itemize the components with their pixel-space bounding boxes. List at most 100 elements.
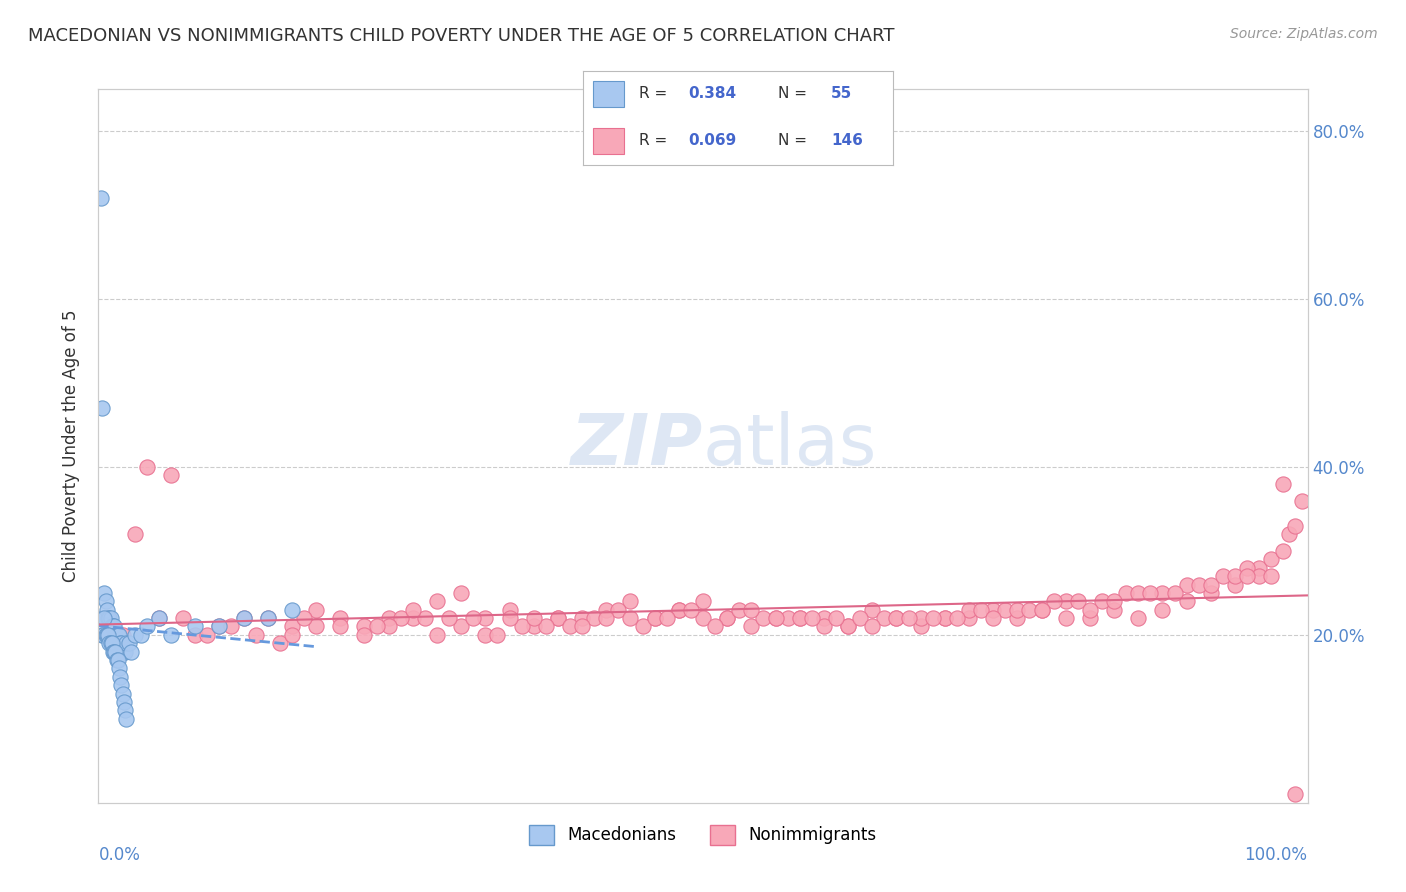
Point xyxy=(115,712,138,726)
Point xyxy=(1091,594,1114,608)
Point xyxy=(1272,476,1295,491)
Point xyxy=(108,661,131,675)
Point xyxy=(1042,594,1064,608)
Point xyxy=(1139,586,1161,600)
Point xyxy=(172,611,194,625)
Point xyxy=(108,636,131,650)
Point xyxy=(118,636,141,650)
Point xyxy=(98,636,121,650)
Point xyxy=(981,611,1004,625)
Point xyxy=(114,645,136,659)
Text: 0.069: 0.069 xyxy=(689,133,737,148)
Point xyxy=(101,619,124,633)
Point xyxy=(93,586,115,600)
Point xyxy=(114,703,136,717)
Point xyxy=(1236,569,1258,583)
Point xyxy=(100,619,122,633)
Point xyxy=(752,611,775,625)
Point xyxy=(837,619,859,633)
Point xyxy=(256,611,278,625)
Point xyxy=(329,619,352,633)
Point xyxy=(957,603,980,617)
Bar xyxy=(593,128,624,153)
Point xyxy=(111,687,134,701)
Point xyxy=(921,611,943,625)
Point xyxy=(740,603,762,617)
Point xyxy=(111,628,134,642)
Point xyxy=(607,603,630,617)
Point xyxy=(1128,586,1150,600)
Point xyxy=(860,603,883,617)
Point xyxy=(281,603,304,617)
Point xyxy=(413,611,436,625)
Point xyxy=(946,611,969,625)
Y-axis label: Child Poverty Under the Age of 5: Child Poverty Under the Age of 5 xyxy=(62,310,80,582)
Point xyxy=(426,594,449,608)
Point xyxy=(105,653,128,667)
Point xyxy=(98,611,121,625)
Point xyxy=(813,619,835,633)
Point xyxy=(644,611,666,625)
Point xyxy=(619,594,641,608)
Point xyxy=(668,603,690,617)
Point xyxy=(1291,493,1313,508)
Point xyxy=(716,611,738,625)
Point xyxy=(934,611,956,625)
Point xyxy=(1188,577,1211,591)
Point xyxy=(1018,603,1040,617)
Point xyxy=(269,636,291,650)
Point xyxy=(668,603,690,617)
Point xyxy=(655,611,678,625)
Point xyxy=(94,594,117,608)
Text: R =: R = xyxy=(640,133,672,148)
Point xyxy=(281,619,304,633)
Point xyxy=(1102,594,1125,608)
Point xyxy=(789,611,811,625)
Point xyxy=(510,619,533,633)
Point xyxy=(1115,586,1137,600)
Point xyxy=(305,619,328,633)
Point xyxy=(886,611,908,625)
Point xyxy=(256,611,278,625)
Point xyxy=(450,619,472,633)
Point xyxy=(148,611,170,625)
Point xyxy=(91,611,114,625)
Point xyxy=(97,611,120,625)
Point xyxy=(221,619,243,633)
Point xyxy=(184,628,207,642)
Point xyxy=(124,628,146,642)
Point xyxy=(1260,552,1282,566)
Point xyxy=(1078,611,1101,625)
Point xyxy=(910,611,932,625)
Point xyxy=(292,611,315,625)
Text: Source: ZipAtlas.com: Source: ZipAtlas.com xyxy=(1230,27,1378,41)
Point xyxy=(91,401,114,416)
Point xyxy=(523,619,546,633)
Point xyxy=(90,191,112,205)
Point xyxy=(765,611,787,625)
Point xyxy=(329,611,352,625)
Point xyxy=(547,611,569,625)
Text: N =: N = xyxy=(779,87,813,102)
Point xyxy=(1212,569,1234,583)
Text: atlas: atlas xyxy=(703,411,877,481)
Point xyxy=(704,619,727,633)
Point xyxy=(1278,527,1301,541)
Point xyxy=(100,636,122,650)
Point xyxy=(910,619,932,633)
Point xyxy=(96,628,118,642)
Point xyxy=(135,460,157,475)
Text: ZIP: ZIP xyxy=(571,411,703,481)
Point xyxy=(101,645,124,659)
Point xyxy=(1152,586,1174,600)
Point xyxy=(1078,603,1101,617)
Point xyxy=(1054,611,1077,625)
Point xyxy=(716,611,738,625)
Point xyxy=(486,628,509,642)
Point xyxy=(124,527,146,541)
Point xyxy=(765,611,787,625)
Point xyxy=(1128,611,1150,625)
Point xyxy=(107,653,129,667)
Point xyxy=(450,586,472,600)
Point xyxy=(523,611,546,625)
